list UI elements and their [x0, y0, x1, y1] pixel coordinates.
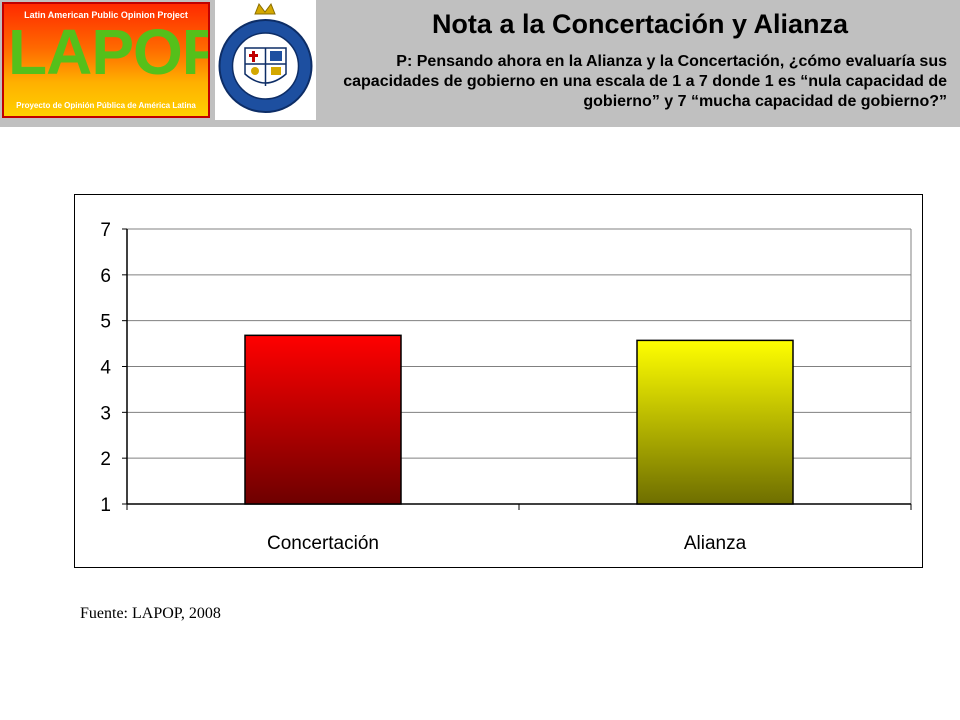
x-category-label: Alianza — [684, 533, 747, 554]
y-tick-label: 3 — [100, 403, 111, 424]
y-tick-label: 1 — [100, 495, 111, 516]
lapop-logo: Latin American Public Opinion Project LA… — [2, 2, 210, 118]
y-tick-label: 7 — [100, 220, 111, 241]
y-tick-label: 2 — [100, 449, 111, 470]
page-title: Nota a la Concertación y Alianza — [431, 9, 849, 39]
header-bar: Latin American Public Opinion Project LA… — [0, 0, 960, 127]
bar-1 — [244, 334, 402, 505]
y-tick-label: 6 — [100, 266, 111, 287]
lapop-logo-top-text: Latin American Public Opinion Project — [24, 10, 188, 20]
y-tick-label: 5 — [100, 312, 111, 333]
chart-canvas: 1 2 3 4 5 6 7 Concertación Alianza — [100, 220, 912, 554]
bar-chart: 1 2 3 4 5 6 7 Concertación Alianza — [74, 194, 923, 568]
y-tick-label: 4 — [100, 358, 111, 379]
bar-2 — [636, 339, 794, 505]
x-category-label: Concertación — [267, 533, 379, 554]
lapop-logo-word: LAPOP — [8, 16, 210, 88]
source-note: Fuente: LAPOP, 2008 — [80, 605, 221, 622]
uc-seal-logo — [215, 0, 316, 120]
lapop-logo-bottom-text: Proyecto de Opinión Pública de América L… — [16, 101, 196, 110]
survey-question: P: Pensando ahora en la Alianza y la Con… — [343, 53, 947, 110]
